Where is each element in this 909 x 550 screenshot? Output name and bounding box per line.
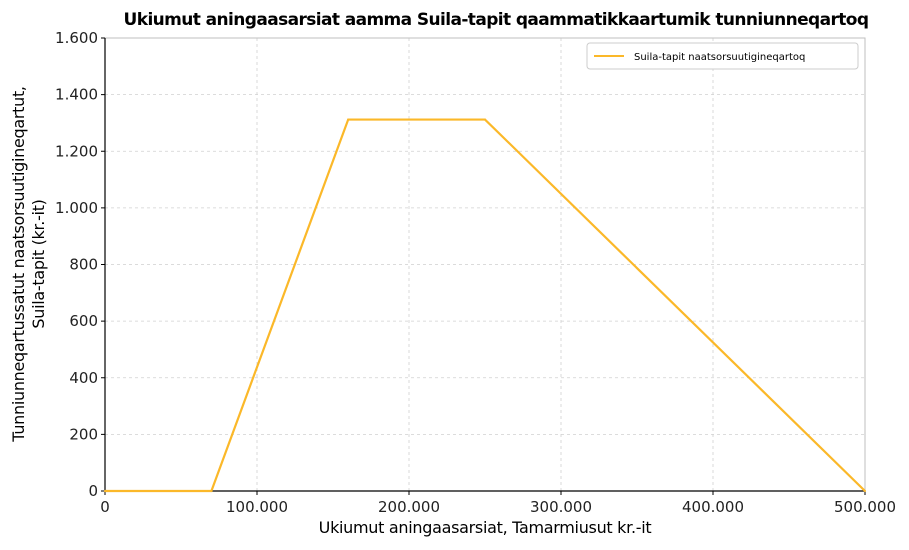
data-point [210,490,213,492]
y-tick-label: 800 [69,256,98,274]
data-point [864,490,866,492]
x-tick-label: 200.000 [378,498,440,516]
y-tick-label: 1.200 [55,142,98,160]
y-tick-label: 400 [69,369,98,387]
y-tick-label: 600 [69,312,98,330]
legend-label: Suila-tapit naatsorsuutigineqartoq [634,52,805,63]
x-tick-label: 500.000 [834,498,896,516]
x-tick-label: 0 [100,498,110,516]
series [104,118,866,493]
y-tick-label: 1.600 [55,29,98,47]
y-axis-label-line-1: Tunniunneqartussatut naatsorsuutigineqar… [9,86,28,442]
data-point [347,118,350,121]
x-tick-label: 400.000 [682,498,744,516]
grid [105,38,865,491]
legend-box [586,42,859,70]
chart-title: Ukiumut aningaasarsiat aamma Suila-tapit… [124,10,869,30]
y-tick-label: 200 [69,425,98,443]
y-tick-label: 1.400 [55,86,98,104]
data-point [484,118,486,121]
series-line [105,118,866,493]
x-tick-label: 300.000 [530,498,592,516]
data-point [104,490,106,492]
tick-labels: 0 100.000 200.000 300.000 400.000 500.000 0 200… [55,29,896,516]
y-tick-label: 1.000 [55,199,98,217]
x-axis-label: Ukiumut aningaasarsiat, Tamarmiusut kr.-… [319,518,652,537]
x-tick-label: 100.000 [226,498,288,516]
y-axis-label-line-2: Suila-tapit (kr.-it) [29,199,48,328]
y-tick-label: 0 [88,482,98,500]
legend: Suila-tapit naatsorsuutigineqartoq [586,42,859,70]
